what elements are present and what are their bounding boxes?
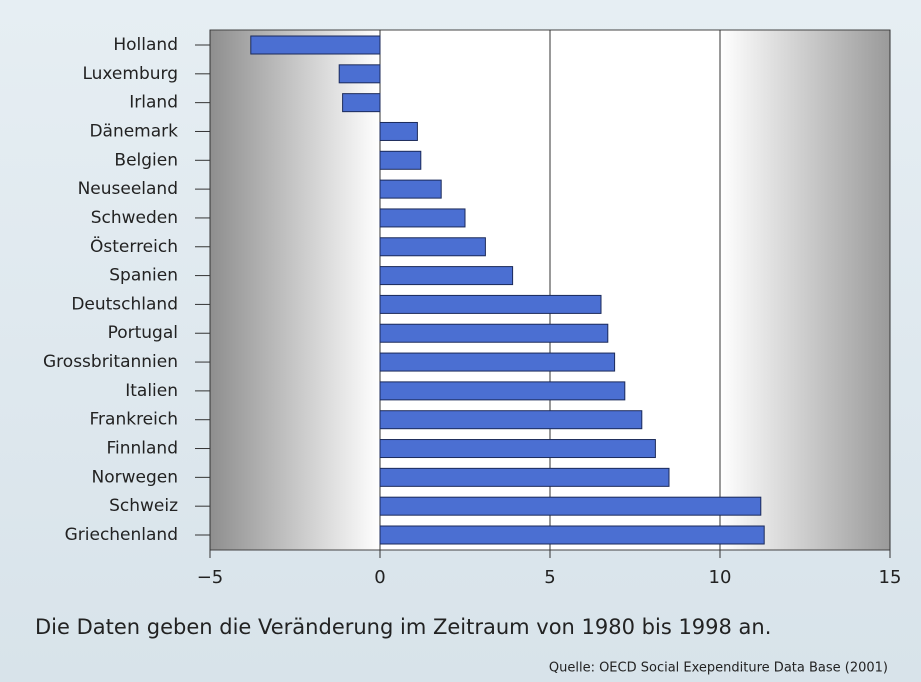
caption: Die Daten geben die Veränderung im Zeitr…	[35, 615, 771, 639]
bar	[379, 439, 656, 459]
bar	[379, 237, 486, 257]
y-tick-label: Deutschland	[71, 294, 178, 314]
bar	[379, 381, 626, 401]
y-tick-label: Österreich	[90, 235, 178, 257]
x-tick-label: −5	[197, 567, 224, 588]
bar	[379, 294, 602, 314]
bar	[379, 266, 514, 286]
bar	[379, 150, 422, 170]
y-tick-label: Belgien	[114, 150, 178, 170]
bar	[379, 208, 466, 228]
bar	[379, 496, 762, 516]
bar	[379, 179, 442, 199]
y-tick-label: Schweden	[91, 208, 178, 228]
y-tick-label: Norwegen	[92, 467, 179, 487]
y-tick-label: Schweiz	[109, 496, 178, 516]
y-tick-label: Spanien	[109, 266, 178, 286]
bar	[379, 410, 643, 430]
bar	[250, 35, 381, 55]
x-tick-label: 10	[709, 567, 732, 588]
y-tick-label: Luxemburg	[82, 64, 178, 84]
x-tick-label: 15	[879, 567, 902, 588]
bar	[379, 467, 670, 487]
y-tick-label: Griechenland	[65, 525, 178, 545]
y-tick-label: Frankreich	[90, 410, 179, 430]
bar	[379, 525, 765, 545]
bar	[338, 64, 381, 84]
y-tick-label: Portugal	[108, 323, 178, 343]
x-tick-label: 5	[544, 567, 555, 588]
bar	[379, 352, 616, 372]
y-tick-label: Italien	[125, 381, 178, 401]
y-tick-label: Irland	[129, 93, 178, 113]
bar	[379, 121, 418, 141]
x-tick-label: 0	[374, 567, 385, 588]
y-tick-label: Grossbritannien	[43, 352, 178, 372]
source: Quelle: OECD Social Exependiture Data Ba…	[549, 661, 888, 676]
bar	[379, 323, 609, 343]
y-tick-label: Dänemark	[89, 121, 178, 141]
y-tick-label: Neuseeland	[78, 179, 178, 199]
bar	[342, 93, 381, 113]
y-tick-label: Holland	[113, 35, 178, 55]
y-tick-label: Finnland	[106, 439, 178, 459]
